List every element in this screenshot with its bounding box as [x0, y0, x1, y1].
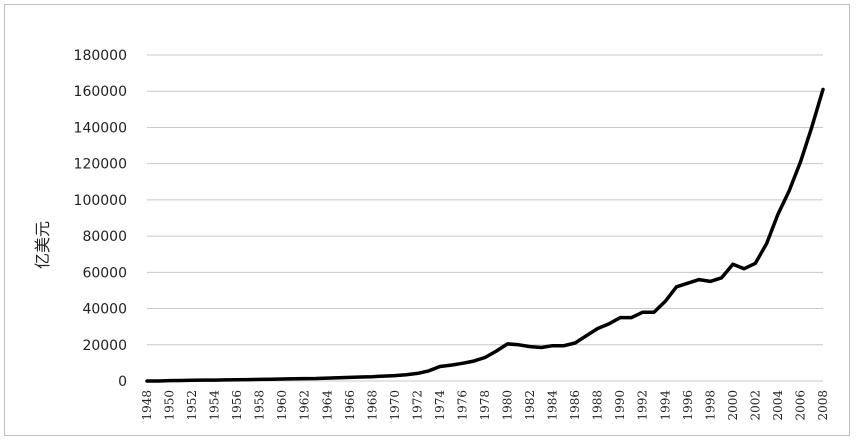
x-tick-label: 1998	[703, 390, 717, 421]
x-tick-label: 2006	[793, 390, 807, 421]
x-tick-label: 2000	[726, 390, 740, 421]
series-line-group	[145, 87, 825, 383]
x-tick-label: 1968	[365, 390, 379, 421]
x-tick-label: 1948	[140, 390, 154, 421]
x-tick-label: 1988	[591, 390, 605, 421]
y-tick-label: 20000	[82, 338, 127, 354]
series-line	[145, 87, 825, 383]
y-tick-label: 120000	[74, 157, 127, 173]
x-tick-label: 2002	[748, 390, 762, 421]
x-tick-label: 1976	[455, 390, 469, 421]
x-tick-label: 1992	[636, 390, 650, 421]
x-axis-ticks: 1948 1950 1952 1954 1956 1958 1960 1962 1964 1966…	[140, 390, 830, 421]
x-tick-label: 1970	[388, 390, 402, 421]
x-tick-label: 1986	[568, 390, 582, 421]
x-tick-label: 2008	[816, 390, 830, 421]
x-tick-label: 1966	[343, 390, 357, 421]
gridlines	[147, 54, 823, 382]
x-tick-label: 1980	[501, 390, 515, 421]
x-tick-label: 1996	[681, 390, 695, 421]
chart-frame	[4, 4, 850, 436]
x-tick-label: 1972	[410, 390, 424, 421]
x-tick-label: 1960	[275, 390, 289, 421]
y-tick-label: 100000	[74, 193, 127, 209]
x-tick-label: 2004	[771, 390, 785, 421]
x-tick-label: 1978	[478, 390, 492, 421]
y-tick-label: 160000	[74, 84, 127, 100]
x-tick-label: 1964	[320, 390, 334, 421]
y-tick-label: 40000	[82, 302, 127, 318]
y-tick-label: 80000	[82, 229, 127, 245]
y-tick-label: 60000	[82, 265, 127, 281]
x-tick-label: 1962	[298, 390, 312, 421]
x-tick-label: 1952	[185, 390, 199, 421]
x-tick-label: 1982	[523, 390, 537, 421]
x-tick-label: 1958	[253, 390, 267, 421]
x-tick-label: 1984	[546, 390, 560, 421]
y-axis-ticks: 0 20000 40000 60000 80000 100000 120000 140000 1…	[74, 48, 127, 390]
x-tick-label: 1950	[163, 390, 177, 421]
y-tick-label: 180000	[74, 48, 127, 64]
x-tick-label: 1990	[613, 390, 627, 421]
y-tick-label: 0	[118, 374, 127, 390]
y-axis-label: 亿美元	[33, 221, 52, 269]
x-tick-label: 1994	[658, 390, 672, 421]
x-tick-label: 1954	[208, 390, 222, 421]
x-tick-label: 1974	[433, 390, 447, 421]
x-tick-label: 1956	[230, 390, 244, 421]
y-tick-label: 140000	[74, 120, 127, 136]
